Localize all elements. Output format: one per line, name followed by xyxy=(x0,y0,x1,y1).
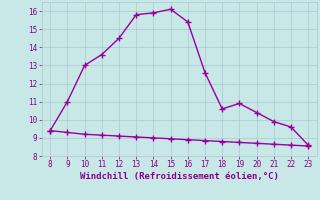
X-axis label: Windchill (Refroidissement éolien,°C): Windchill (Refroidissement éolien,°C) xyxy=(80,172,279,181)
